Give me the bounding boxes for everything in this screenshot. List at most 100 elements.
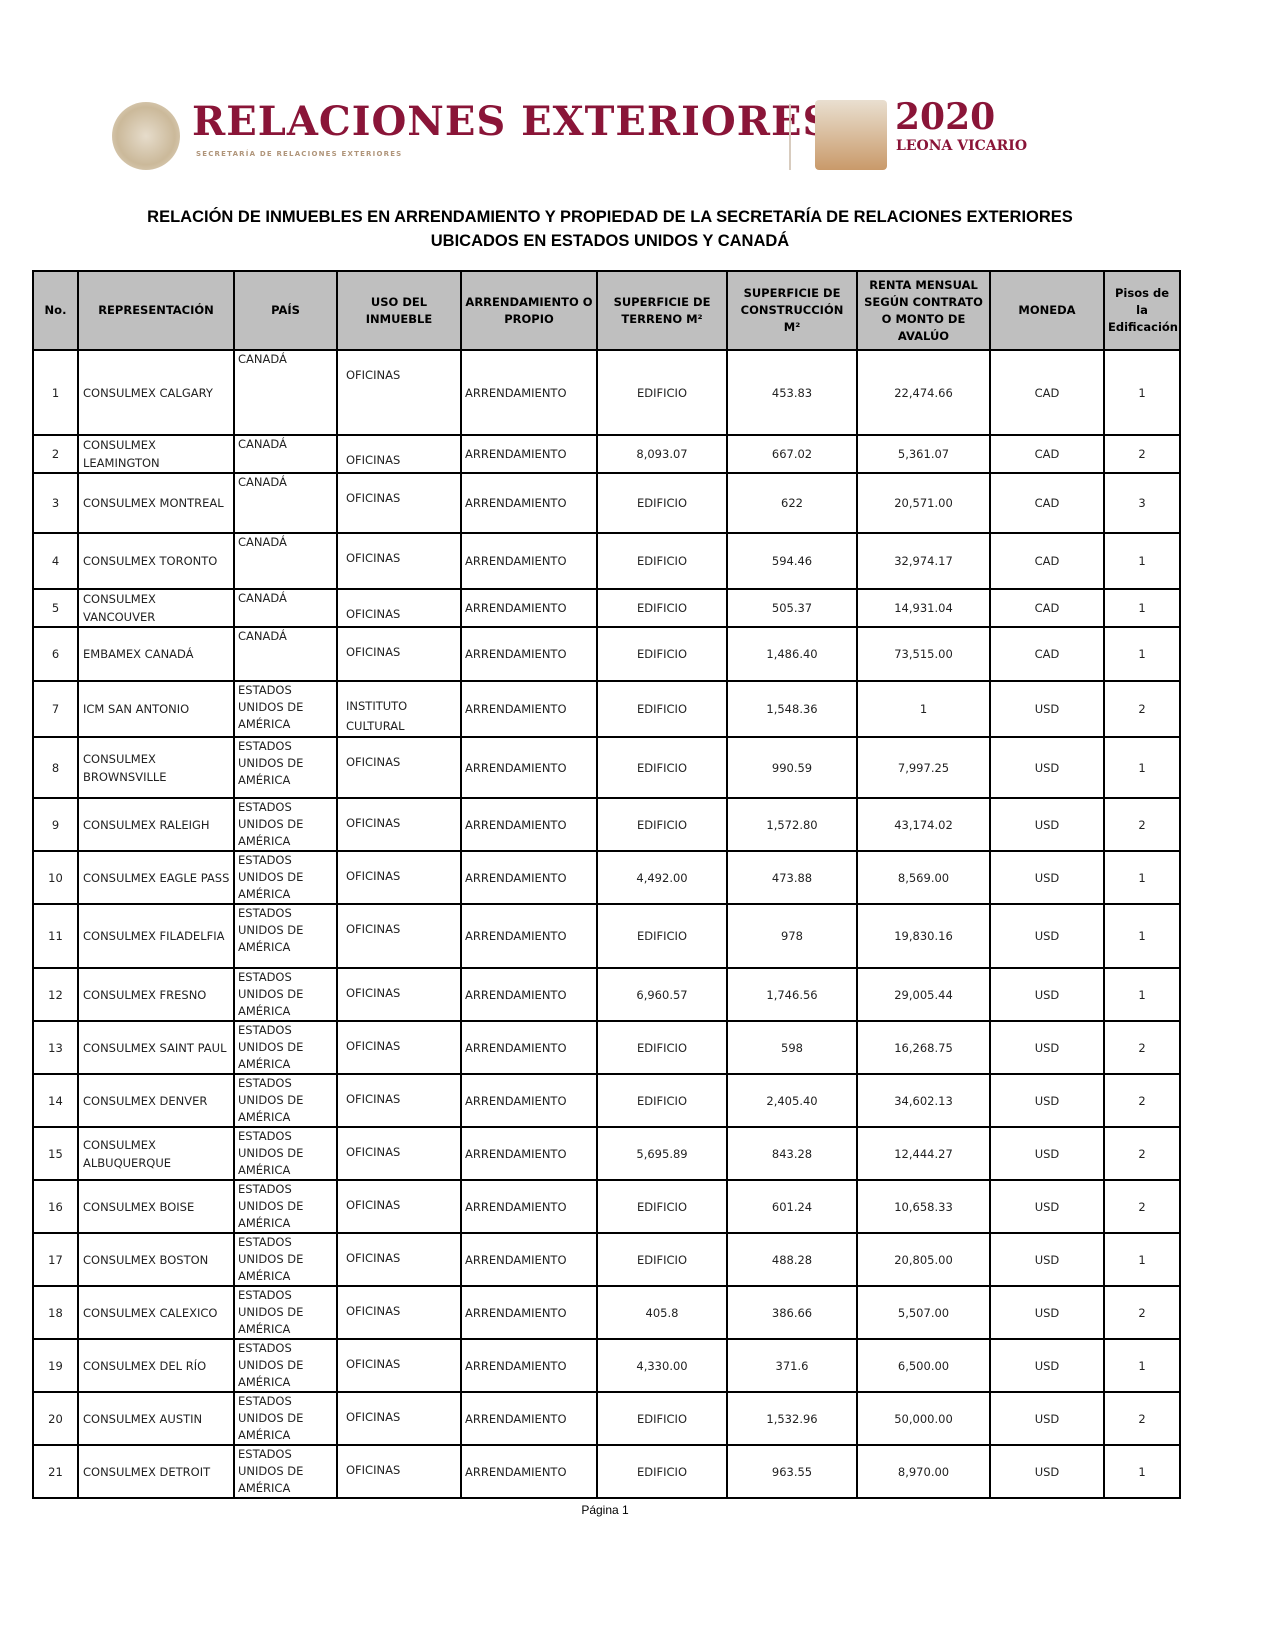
cell-superficie-construccion: 594.46 [726,532,858,590]
table-row: 4 CONSULMEX TORONTO CANADÁ OFICINAS ARRENDAM… [32,532,1181,590]
table-row: 16 CONSULMEX BOISE ESTADOS UNIDOS DE AMÉRI… [32,1179,1181,1234]
cell-uso: OFICINAS [336,1126,462,1181]
cell-arrendamiento: ARRENDAMIENTO [460,1073,598,1128]
cell-representacion: CONSULMEX TORONTO [77,532,235,590]
cell-representacion: EMBAMEX CANADÁ [77,626,235,682]
table-row: 14 CONSULMEX DENVER ESTADOS UNIDOS DE AMÉR… [32,1073,1181,1128]
cell-pisos: 2 [1103,434,1181,474]
cell-no: 16 [32,1179,79,1234]
cell-superficie-terreno: EDIFICIO [596,1391,728,1446]
cell-arrendamiento: ARRENDAMIENTO [460,736,598,799]
cell-moneda: USD [989,736,1105,799]
cell-renta: 12,444.27 [856,1126,991,1181]
cell-no: 2 [32,434,79,474]
cell-pais: ESTADOS UNIDOS DE AMÉRICA [233,967,338,1022]
cell-no: 6 [32,626,79,682]
cell-representacion: ICM SAN ANTONIO [77,680,235,738]
table-row: 2 CONSULMEX LEAMINGTON CANADÁ OFICINAS ARREN… [32,434,1181,474]
column-header-moneda: MONEDA [989,270,1105,351]
cell-representacion: CONSULMEX VANCOUVER [77,588,235,628]
cell-superficie-terreno: 8,093.07 [596,434,728,474]
cell-renta: 34,602.13 [856,1073,991,1128]
table-row: 18 CONSULMEX CALEXICO ESTADOS UNIDOS DE AM… [32,1285,1181,1340]
year-logo: 2020 [895,96,996,138]
cell-pisos: 1 [1103,532,1181,590]
cell-moneda: USD [989,850,1105,905]
cell-superficie-construccion: 473.88 [726,850,858,905]
cell-pais: ESTADOS UNIDOS DE AMÉRICA [233,1126,338,1181]
cell-moneda: USD [989,1444,1105,1499]
cell-superficie-terreno: EDIFICIO [596,1232,728,1287]
cell-pisos: 2 [1103,1126,1181,1181]
cell-pais: ESTADOS UNIDOS DE AMÉRICA [233,1232,338,1287]
cell-arrendamiento: ARRENDAMIENTO [460,588,598,628]
table-row: 13 CONSULMEX SAINT PAUL ESTADOS UNIDOS DE … [32,1020,1181,1075]
cell-uso: OFICINAS [336,626,462,682]
cell-arrendamiento: ARRENDAMIENTO [460,1020,598,1075]
cell-pisos: 1 [1103,1444,1181,1499]
cell-renta: 8,569.00 [856,850,991,905]
cell-pisos: 1 [1103,349,1181,436]
cell-uso: OFICINAS [336,532,462,590]
table-row: 3 CONSULMEX MONTREAL CANADÁ OFICINAS ARRENDA… [32,472,1181,534]
cell-pisos: 2 [1103,1285,1181,1340]
cell-superficie-construccion: 453.83 [726,349,858,436]
cell-pisos: 2 [1103,1073,1181,1128]
cell-pisos: 2 [1103,680,1181,738]
cell-moneda: USD [989,967,1105,1022]
cell-no: 7 [32,680,79,738]
cell-superficie-construccion: 598 [726,1020,858,1075]
header-logo: RELACIONES EXTERIORES SECRETARÍA DE RELA… [112,96,1032,176]
cell-no: 20 [32,1391,79,1446]
cell-superficie-terreno: EDIFICIO [596,903,728,969]
cell-renta: 32,974.17 [856,532,991,590]
cell-arrendamiento: ARRENDAMIENTO [460,850,598,905]
cell-moneda: USD [989,1073,1105,1128]
cell-no: 9 [32,797,79,852]
cell-superficie-construccion: 667.02 [726,434,858,474]
properties-table: No. REPRESENTACIÓN PAÍS USO DEL INMUEBLE ARR… [32,270,1181,1499]
cell-renta: 8,970.00 [856,1444,991,1499]
cell-pais: ESTADOS UNIDOS DE AMÉRICA [233,1338,338,1393]
table-row: 5 CONSULMEX VANCOUVER CANADÁ OFICINAS ARREND… [32,588,1181,628]
logo-subtitle: SECRETARÍA DE RELACIONES EXTERIORES [196,150,403,158]
cell-superficie-construccion: 488.28 [726,1232,858,1287]
cell-superficie-terreno: EDIFICIO [596,1179,728,1234]
cell-representacion: CONSULMEX FRESNO [77,967,235,1022]
cell-moneda: CAD [989,434,1105,474]
table-row: 11 CONSULMEX FILADELFIA ESTADOS UNIDOS DE … [32,903,1181,969]
cell-no: 11 [32,903,79,969]
cell-uso: OFICINAS [336,349,462,436]
column-header-renta: RENTA MENSUAL SEGÚN CONTRATO O MONTO DE … [856,270,991,351]
cell-moneda: CAD [989,626,1105,682]
table-row: 20 CONSULMEX AUSTIN ESTADOS UNIDOS DE AMÉR… [32,1391,1181,1446]
cell-arrendamiento: ARRENDAMIENTO [460,434,598,474]
cell-superficie-construccion: 2,405.40 [726,1073,858,1128]
column-header-representacion: REPRESENTACIÓN [77,270,235,351]
logo-divider [789,104,791,170]
cell-representacion: CONSULMEX DENVER [77,1073,235,1128]
cell-no: 14 [32,1073,79,1128]
table-row: 21 CONSULMEX DETROIT ESTADOS UNIDOS DE AMÉ… [32,1444,1181,1499]
cell-renta: 16,268.75 [856,1020,991,1075]
cell-arrendamiento: ARRENDAMIENTO [460,532,598,590]
table-row: 12 CONSULMEX FRESNO ESTADOS UNIDOS DE AMÉR… [32,967,1181,1022]
cell-renta: 5,507.00 [856,1285,991,1340]
cell-uso: OFICINAS [336,797,462,852]
cell-moneda: USD [989,1020,1105,1075]
cell-arrendamiento: ARRENDAMIENTO [460,1232,598,1287]
cell-arrendamiento: ARRENDAMIENTO [460,1179,598,1234]
title-line-1: RELACIÓN DE INMUEBLES EN ARRENDAMIENTO Y… [147,208,1073,226]
cell-pisos: 1 [1103,1232,1181,1287]
cell-representacion: CONSULMEX MONTREAL [77,472,235,534]
cell-pais: ESTADOS UNIDOS DE AMÉRICA [233,680,338,738]
cell-pisos: 1 [1103,903,1181,969]
cell-pais: ESTADOS UNIDOS DE AMÉRICA [233,1444,338,1499]
cell-representacion: CONSULMEX CALGARY [77,349,235,436]
cell-pais: ESTADOS UNIDOS DE AMÉRICA [233,1073,338,1128]
column-header-superficie-construccion: SUPERFICIE DE CONSTRUCCIÓN M² [726,270,858,351]
cell-pisos: 2 [1103,797,1181,852]
cell-arrendamiento: ARRENDAMIENTO [460,1391,598,1446]
cell-uso: OFICINAS [336,1285,462,1340]
cell-pisos: 1 [1103,967,1181,1022]
